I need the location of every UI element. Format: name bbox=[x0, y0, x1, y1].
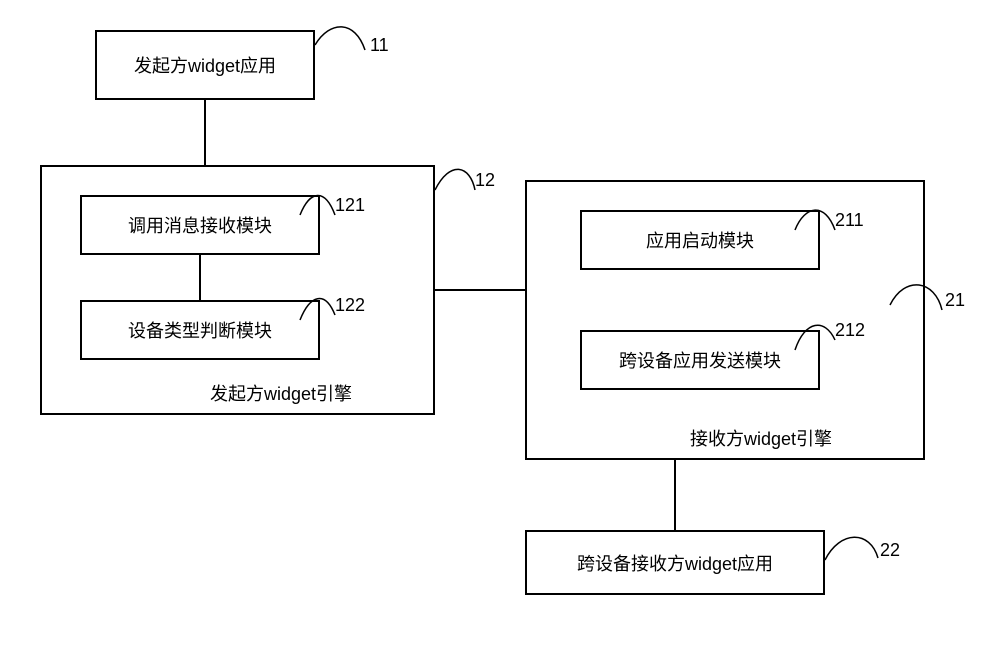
ref-number: 12 bbox=[475, 170, 495, 191]
callout-curve bbox=[890, 285, 942, 310]
callout-curve bbox=[825, 537, 878, 560]
callout-curve bbox=[300, 195, 335, 215]
callout-curve bbox=[795, 210, 835, 230]
callout-curve bbox=[435, 169, 475, 190]
ref-number: 11 bbox=[370, 35, 389, 56]
callout-curve bbox=[795, 325, 835, 350]
ref-number: 22 bbox=[880, 540, 900, 561]
ref-number: 212 bbox=[835, 320, 865, 341]
ref-number: 21 bbox=[945, 290, 965, 311]
callout-curve bbox=[315, 27, 365, 50]
ref-number: 121 bbox=[335, 195, 365, 216]
ref-number: 122 bbox=[335, 295, 365, 316]
ref-number: 211 bbox=[835, 210, 864, 231]
callout-curve bbox=[300, 299, 335, 320]
